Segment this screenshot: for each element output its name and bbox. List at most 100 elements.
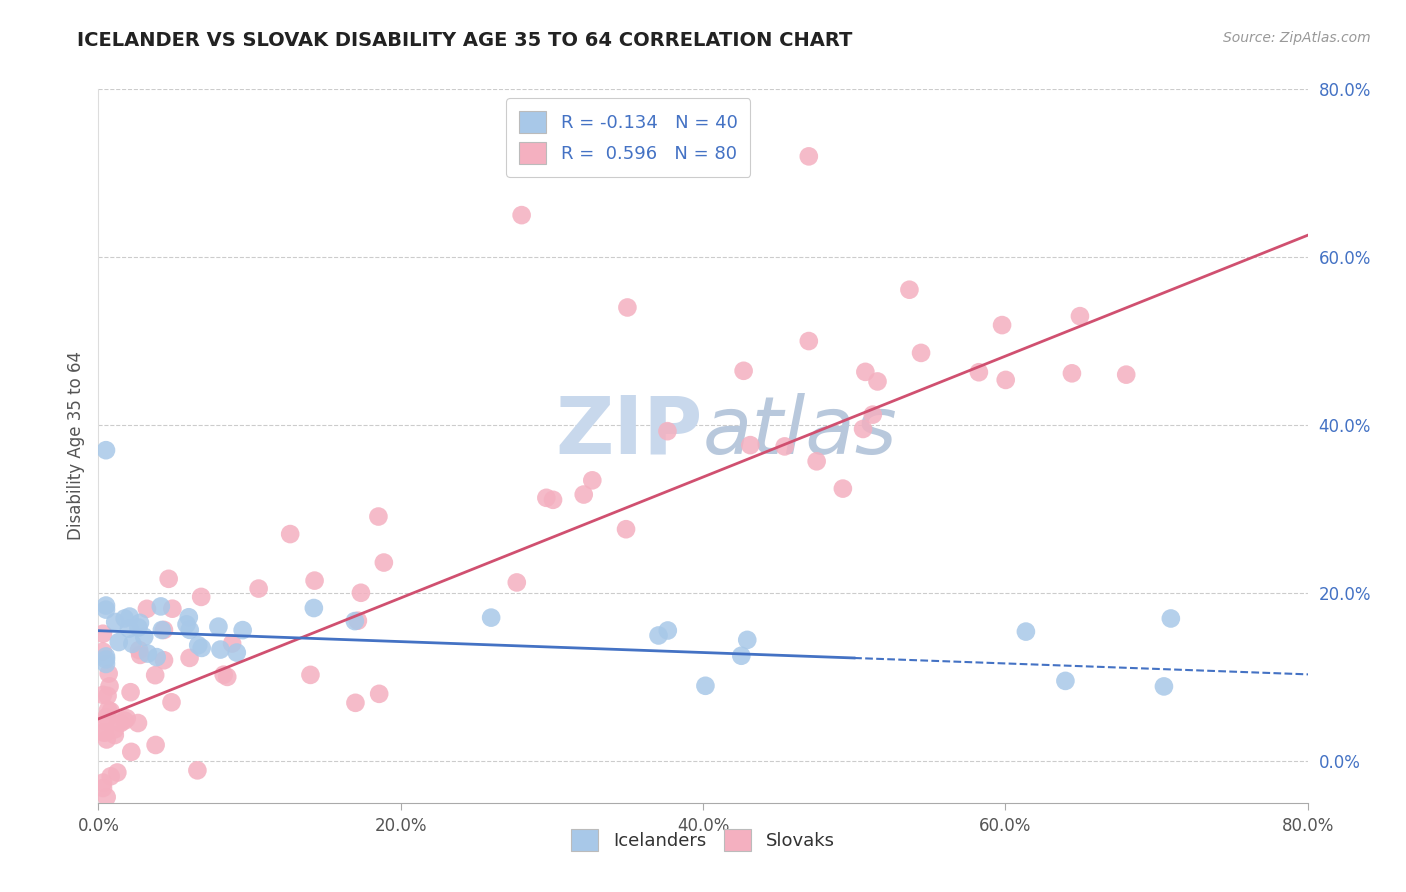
- Point: [367, 509, 389, 524]
- Point: [217, 670, 239, 684]
- Point: [98, 679, 121, 693]
- Point: [368, 687, 391, 701]
- Point: [91, 775, 114, 789]
- Point: [100, 769, 122, 783]
- Point: [114, 714, 136, 728]
- Point: [104, 615, 127, 629]
- Point: [740, 438, 762, 452]
- Point: [225, 646, 247, 660]
- Point: [647, 628, 669, 642]
- Point: [157, 572, 180, 586]
- Point: [1153, 680, 1175, 694]
- Text: atlas: atlas: [703, 392, 898, 471]
- Point: [232, 623, 254, 637]
- Point: [94, 649, 117, 664]
- Point: [160, 695, 183, 709]
- Point: [97, 666, 120, 681]
- Point: [350, 586, 373, 600]
- Point: [541, 492, 564, 507]
- Point: [153, 653, 176, 667]
- Point: [853, 365, 876, 379]
- Point: [735, 632, 758, 647]
- Point: [91, 725, 114, 739]
- Point: [967, 365, 990, 379]
- Point: [110, 716, 132, 731]
- Point: [212, 667, 235, 681]
- Point: [797, 149, 820, 163]
- Point: [1015, 624, 1038, 639]
- Point: [128, 643, 150, 657]
- Point: [1160, 611, 1182, 625]
- Point: [129, 648, 152, 662]
- Point: [299, 668, 322, 682]
- Point: [127, 716, 149, 731]
- Point: [806, 454, 828, 468]
- Point: [91, 645, 114, 659]
- Point: [730, 648, 752, 663]
- Point: [733, 364, 755, 378]
- Point: [657, 624, 679, 638]
- Point: [187, 638, 209, 652]
- Point: [115, 711, 138, 725]
- Point: [94, 652, 117, 666]
- Point: [145, 650, 167, 665]
- Point: [247, 582, 270, 596]
- Point: [898, 283, 921, 297]
- Point: [107, 635, 129, 649]
- Point: [135, 602, 157, 616]
- Point: [104, 723, 127, 737]
- Text: ICELANDER VS SLOVAK DISABILITY AGE 35 TO 64 CORRELATION CHART: ICELANDER VS SLOVAK DISABILITY AGE 35 TO…: [77, 31, 852, 50]
- Point: [121, 637, 143, 651]
- Point: [614, 522, 637, 536]
- Point: [162, 601, 184, 615]
- Point: [94, 657, 117, 671]
- Point: [97, 689, 120, 703]
- Point: [278, 527, 301, 541]
- Point: [994, 373, 1017, 387]
- Point: [100, 704, 122, 718]
- Point: [536, 491, 558, 505]
- Point: [104, 728, 127, 742]
- Point: [302, 601, 325, 615]
- Point: [506, 575, 529, 590]
- Point: [118, 622, 141, 636]
- Point: [91, 780, 114, 795]
- Point: [120, 685, 142, 699]
- Point: [186, 764, 208, 778]
- Point: [94, 599, 117, 613]
- Point: [1069, 309, 1091, 323]
- Point: [94, 443, 117, 458]
- Point: [149, 599, 172, 614]
- Point: [862, 408, 884, 422]
- Point: [373, 556, 395, 570]
- Point: [120, 745, 142, 759]
- Point: [831, 482, 853, 496]
- Point: [190, 590, 212, 604]
- Point: [347, 614, 370, 628]
- Point: [1115, 368, 1137, 382]
- Point: [96, 790, 118, 805]
- Point: [129, 615, 152, 630]
- Point: [150, 623, 173, 637]
- Point: [97, 703, 120, 717]
- Point: [179, 651, 201, 665]
- Point: [153, 623, 176, 637]
- Point: [304, 574, 326, 588]
- Point: [773, 439, 796, 453]
- Point: [991, 318, 1014, 332]
- Text: Source: ZipAtlas.com: Source: ZipAtlas.com: [1223, 31, 1371, 45]
- Point: [177, 610, 200, 624]
- Point: [207, 620, 229, 634]
- Point: [176, 617, 198, 632]
- Point: [910, 346, 932, 360]
- Point: [1054, 673, 1077, 688]
- Point: [209, 642, 232, 657]
- Legend: Icelanders, Slovaks: Icelanders, Slovaks: [564, 822, 842, 858]
- Point: [344, 696, 367, 710]
- Point: [114, 611, 136, 625]
- Point: [510, 208, 533, 222]
- Point: [91, 626, 114, 640]
- Point: [1060, 367, 1083, 381]
- Point: [581, 473, 603, 487]
- Point: [143, 668, 166, 682]
